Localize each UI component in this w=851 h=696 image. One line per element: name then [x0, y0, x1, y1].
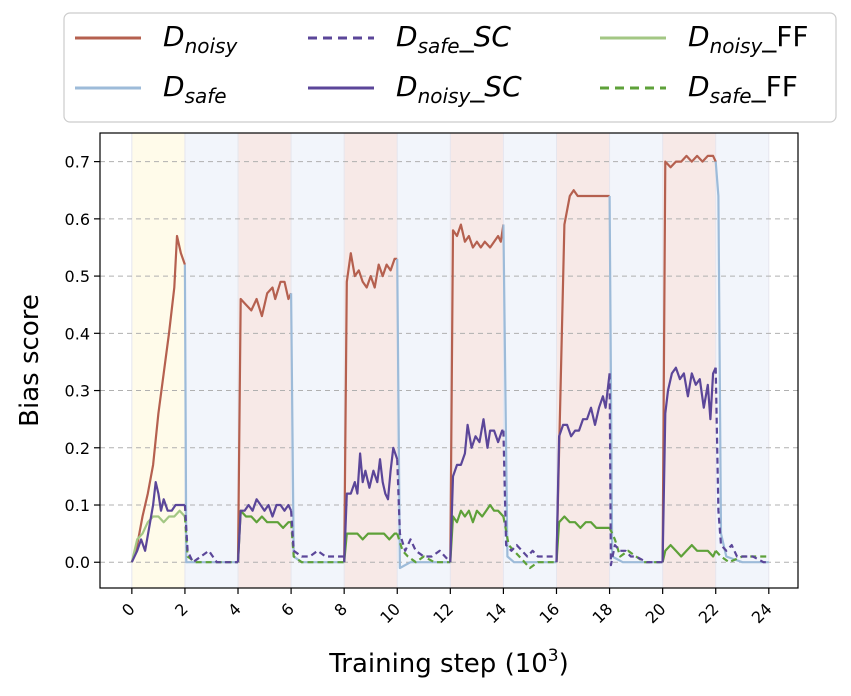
legend-entry: Dnoisy_FF [600, 20, 809, 58]
legend-label: Dsafe_SC [396, 20, 511, 58]
series-line-d-noisy [555, 189, 610, 563]
legend-label: Dnoisy [163, 20, 238, 58]
series-lines [130, 154, 769, 570]
series-line-d-noisy-sc [236, 498, 293, 563]
series-line-d-noisy-sc [555, 373, 611, 563]
y-tick-label: 0.4 [65, 324, 90, 343]
legend-label: Dnoisy_FF [688, 20, 809, 58]
legend-entry: Dnoisy [75, 20, 238, 58]
phase-bands [131, 133, 770, 588]
y-tick-label: 0.5 [65, 267, 90, 286]
series-line-d-noisy-ff-late [236, 509, 292, 563]
series-line-d-safe-ff [608, 527, 663, 564]
x-axis-label: Training step (103) [328, 646, 569, 679]
x-tick-label: 14 [482, 599, 510, 627]
x-tick-label: 10 [376, 599, 404, 627]
legend-box [63, 12, 837, 123]
series-line-d-noisy [236, 280, 293, 563]
phase-band [609, 133, 663, 588]
legend-entry: Dsafe_FF [600, 70, 798, 108]
series-line-d-noisy [343, 252, 398, 563]
series-line-d-safe-sc [714, 367, 769, 564]
series-line-d-noisy-ff-late [449, 503, 505, 563]
x-tick-label: 12 [429, 599, 457, 627]
y-axis-ticks: 0.0 0.1 0.2 0.3 0.4 0.5 0.6 0.7 [65, 153, 100, 572]
series-line-d-safe-ff [396, 533, 451, 564]
phase-band [184, 133, 239, 588]
series-line-d-safe [502, 224, 557, 564]
phase-band [662, 133, 716, 588]
plot-area: 0.00.10.20.30.40.50.60.7 0 2 4 6 8 10 12 14 16 18… [65, 132, 799, 627]
legend-label: Dnoisy_SC [396, 70, 522, 108]
series-line-d-noisy [661, 154, 717, 563]
series-line-d-safe-sc [608, 373, 663, 567]
series-line-d-noisy [449, 223, 505, 563]
series-line-d-noisy-ff-late [343, 532, 398, 563]
series-line-d-noisy-sc [661, 366, 717, 563]
series-line-d-noisy-sc [130, 481, 185, 563]
phase-band [556, 133, 610, 588]
x-tick-label: 22 [695, 599, 723, 627]
legend-label: Dsafe_FF [688, 70, 798, 108]
series-line-d-safe-sc [290, 510, 345, 558]
phase-band [503, 133, 557, 588]
x-tick-label: 20 [642, 599, 670, 627]
y-tick-label: 0.1 [65, 496, 90, 515]
x-tick-label: 0 [118, 599, 139, 620]
series-line-d-safe [714, 161, 769, 564]
y-tick-label: 0.2 [65, 439, 90, 458]
phase-band [715, 133, 769, 588]
series-line-d-safe-sc [183, 504, 238, 564]
x-tick-label: 4 [224, 599, 245, 620]
y-tick-label: 0.6 [65, 210, 90, 229]
phase-band [397, 133, 451, 588]
plot-frame [99, 132, 799, 589]
legend-entry: Dsafe_SC [308, 20, 511, 58]
series-line-d-safe-ff [502, 516, 557, 570]
legend: Dnoisy Dsafe Dsafe_SC Dnoisy_SC Dnoisy_FF Dsa… [63, 12, 837, 123]
x-axis-label-main: Training step (10 [328, 649, 548, 679]
y-tick-label: 0.3 [65, 382, 90, 401]
x-tick-label: 18 [589, 599, 617, 627]
legend-label: Dsafe [163, 70, 227, 108]
x-axis-ticks: 0 2 4 6 8 10 12 14 16 18 20 22 24 [118, 588, 776, 627]
series-line-d-noisy-ff-late [661, 544, 717, 563]
y-tick-label: 0.7 [65, 153, 90, 172]
x-axis-label-close: ) [559, 649, 569, 679]
series-line-d-noisy-ff-late [555, 515, 610, 563]
x-tick-label: 2 [171, 599, 192, 620]
x-tick-label: 24 [748, 599, 776, 627]
phase-band [291, 133, 345, 588]
y-axis-label: Bias score [15, 294, 45, 427]
phase-band [131, 133, 185, 588]
x-tick-label: 16 [535, 599, 563, 627]
x-axis-label-superscript: 3 [548, 646, 559, 666]
x-tick-label: 8 [330, 599, 351, 620]
series-line-d-safe-sc [396, 459, 452, 563]
phase-band [344, 133, 398, 588]
series-line-d-safe-ff [290, 522, 345, 564]
x-tick-label: 6 [277, 599, 298, 620]
phase-band [238, 133, 292, 588]
legend-entry: Dnoisy_SC [308, 70, 522, 108]
series-line-d-noisy-sc [343, 446, 399, 563]
y-tick-label: 0.0 [65, 553, 90, 572]
series-line-d-safe-sc [502, 430, 557, 558]
series-line-d-noisy [130, 234, 186, 563]
series-line-d-safe-ff [714, 550, 769, 564]
series-line-d-noisy-ff [130, 509, 186, 563]
legend-entry: Dsafe [75, 70, 227, 108]
series-line-d-noisy-sc [449, 418, 504, 563]
